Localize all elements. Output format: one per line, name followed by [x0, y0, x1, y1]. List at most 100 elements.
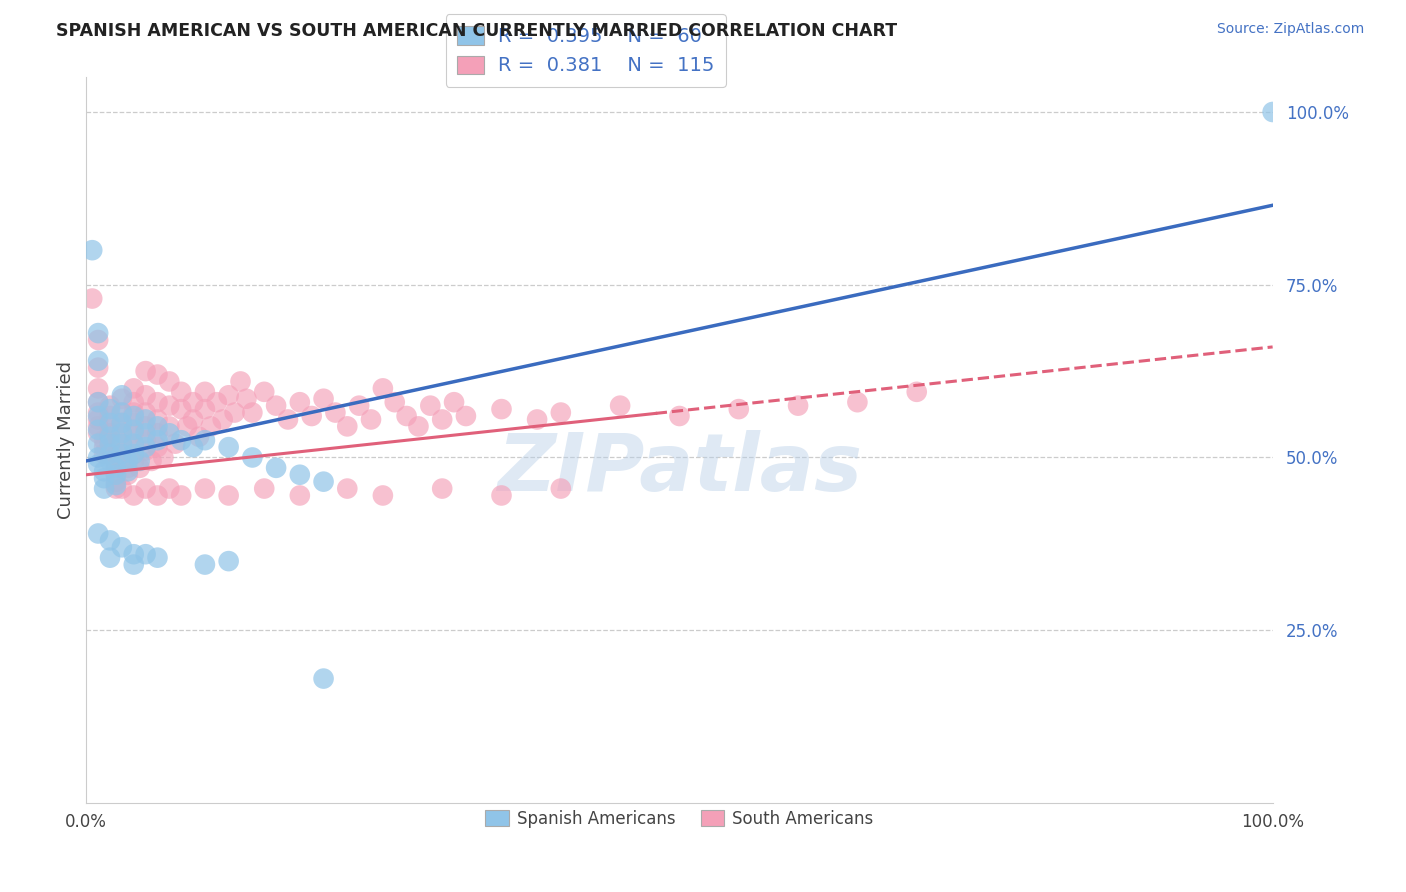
Point [347, 399, 370, 413]
Point [146, 426, 169, 441]
Y-axis label: Currently Married: Currently Married [58, 361, 75, 519]
Point [135, 443, 157, 458]
Point [122, 381, 145, 395]
Point [157, 419, 180, 434]
Point [135, 547, 157, 561]
Point [87, 360, 110, 375]
Point [157, 399, 180, 413]
Point [93, 482, 115, 496]
Point [135, 426, 157, 441]
Point [93, 440, 115, 454]
Point [117, 467, 139, 482]
Point [104, 467, 127, 482]
Point [141, 454, 163, 468]
Legend: Spanish Americans, South Americans: Spanish Americans, South Americans [478, 803, 880, 835]
Point [157, 426, 180, 441]
Point [122, 426, 145, 441]
Point [128, 460, 150, 475]
Point [111, 416, 134, 430]
Point [135, 364, 157, 378]
Point [152, 450, 174, 465]
Point [117, 464, 139, 478]
Point [122, 409, 145, 423]
Point [87, 395, 110, 409]
Point [104, 460, 127, 475]
Point [87, 381, 110, 395]
Point [98, 430, 121, 444]
Point [122, 558, 145, 572]
Point [218, 388, 240, 402]
Point [312, 672, 335, 686]
Point [111, 388, 134, 402]
Point [93, 447, 115, 461]
Point [609, 399, 631, 413]
Point [146, 412, 169, 426]
Point [122, 488, 145, 502]
Point [194, 384, 217, 399]
Point [288, 488, 311, 502]
Point [98, 419, 121, 434]
Point [157, 482, 180, 496]
Point [371, 381, 394, 395]
Point [87, 333, 110, 347]
Point [312, 475, 335, 489]
Point [170, 488, 193, 502]
Point [98, 409, 121, 423]
Point [846, 395, 869, 409]
Point [98, 416, 121, 430]
Point [146, 488, 169, 502]
Point [135, 482, 157, 496]
Point [122, 454, 145, 468]
Point [111, 454, 134, 468]
Point [229, 375, 252, 389]
Point [146, 419, 169, 434]
Point [165, 436, 187, 450]
Point [122, 406, 145, 420]
Point [157, 375, 180, 389]
Point [135, 406, 157, 420]
Point [111, 392, 134, 406]
Point [211, 412, 233, 426]
Point [117, 454, 139, 468]
Point [87, 423, 110, 437]
Point [87, 326, 110, 340]
Point [87, 395, 110, 409]
Point [218, 554, 240, 568]
Point [550, 406, 572, 420]
Point [111, 426, 134, 441]
Point [111, 447, 134, 461]
Point [727, 402, 749, 417]
Point [104, 460, 127, 475]
Point [181, 440, 204, 454]
Point [170, 402, 193, 417]
Point [336, 419, 359, 434]
Point [82, 243, 104, 257]
Point [122, 436, 145, 450]
Point [194, 402, 217, 417]
Point [288, 467, 311, 482]
Point [170, 384, 193, 399]
Point [491, 402, 513, 417]
Point [111, 416, 134, 430]
Point [395, 409, 418, 423]
Point [122, 447, 145, 461]
Point [491, 488, 513, 502]
Point [301, 409, 323, 423]
Point [135, 388, 157, 402]
Point [194, 558, 217, 572]
Point [432, 482, 454, 496]
Point [277, 412, 299, 426]
Point [146, 433, 169, 447]
Point [242, 406, 264, 420]
Point [98, 433, 121, 447]
Point [98, 550, 121, 565]
Point [218, 440, 240, 454]
Point [253, 482, 276, 496]
Point [93, 471, 115, 485]
Point [408, 419, 430, 434]
Point [454, 409, 477, 423]
Point [104, 475, 127, 489]
Point [98, 533, 121, 548]
Point [111, 541, 134, 555]
Point [176, 419, 198, 434]
